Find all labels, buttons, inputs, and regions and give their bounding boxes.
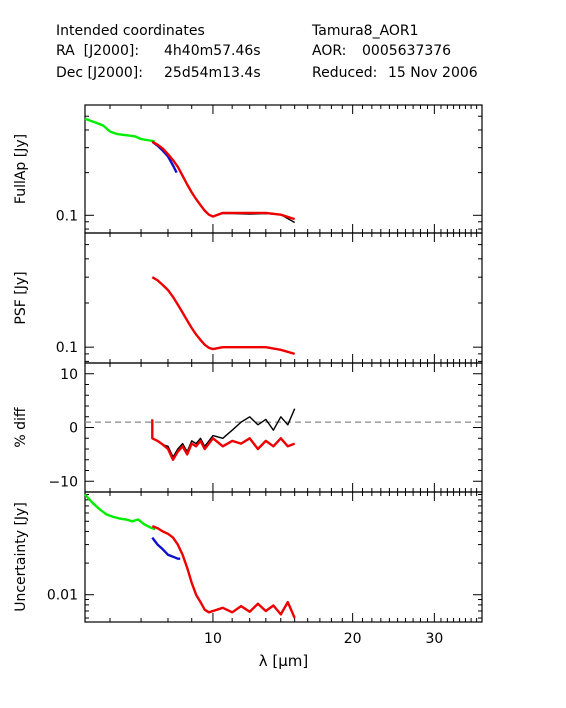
series-line-black bbox=[151, 408, 296, 458]
header-dec-label: Dec [J2000]: bbox=[56, 65, 143, 81]
series-line-green bbox=[84, 493, 156, 531]
y-tick-label: 10 bbox=[60, 367, 78, 383]
y-axis-label: % diff bbox=[13, 407, 29, 448]
x-axis-label: λ [μm] bbox=[259, 652, 309, 670]
header-aor-value: 0005637376 bbox=[362, 43, 452, 59]
panel-frame bbox=[84, 232, 483, 364]
y-axis-label: PSF [Jy] bbox=[13, 271, 29, 324]
y-axis-label: FullAp [Jy] bbox=[13, 134, 29, 204]
panel-frame bbox=[84, 362, 483, 493]
series-line-blue bbox=[151, 140, 178, 174]
header-ra-label: RA [J2000]: bbox=[56, 43, 140, 59]
panel-pct-diff: 10 0 −10 % diff bbox=[13, 362, 483, 493]
panel-psf: 0.1 PSF [Jy] bbox=[13, 232, 483, 364]
x-tick-label: 30 bbox=[425, 631, 443, 647]
series-line-red bbox=[151, 276, 296, 356]
y-axis-label: Uncertainty [Jy] bbox=[13, 502, 29, 612]
y-tick-label: 0 bbox=[69, 421, 78, 437]
header-aor-label: AOR: bbox=[312, 43, 347, 59]
series-line-green bbox=[84, 117, 156, 143]
y-tick-label: 0.01 bbox=[47, 588, 78, 604]
panel-frame bbox=[84, 104, 483, 234]
header-target: Tamura8_AOR1 bbox=[312, 23, 419, 39]
x-tick-label: 10 bbox=[204, 631, 222, 647]
header-reduced-value: 15 Nov 2006 bbox=[388, 65, 478, 81]
series-line-blue bbox=[151, 536, 181, 560]
series-line-red bbox=[151, 524, 296, 619]
series-line-red bbox=[151, 140, 296, 221]
header-title-left: Intended coordinates bbox=[56, 23, 205, 39]
header-dec-value: 25d54m13.4s bbox=[164, 65, 261, 81]
y-tick-label: −10 bbox=[48, 474, 78, 490]
header-reduced-label: Reduced: bbox=[312, 65, 378, 81]
x-tick-label: 20 bbox=[344, 631, 362, 647]
panel-frame bbox=[84, 491, 483, 623]
series-line-black bbox=[151, 141, 296, 224]
y-tick-label: 0.1 bbox=[56, 340, 78, 356]
panel-fullap: 0.1 FullAp [Jy] bbox=[13, 104, 483, 234]
panel-uncertainty: 0.01 Uncertainty [Jy] 10 20 30 λ [μm] bbox=[13, 491, 483, 670]
y-tick-label: 0.1 bbox=[56, 208, 78, 224]
header-ra-value: 4h40m57.46s bbox=[164, 43, 261, 59]
series-line-red bbox=[151, 419, 296, 461]
